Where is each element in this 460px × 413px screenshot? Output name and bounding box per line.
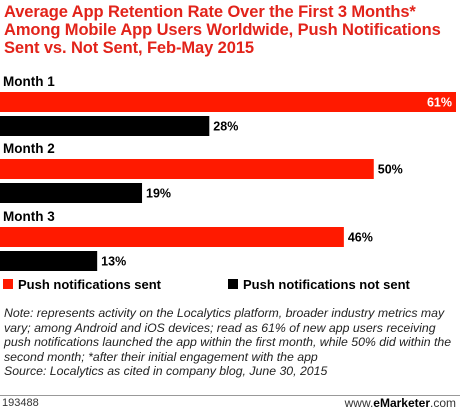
category-label: Month 1 [3,74,55,89]
bar-chart: Month 1 61% 28% Month 2 50% 19% Month 3 46% 13% P… [0,74,456,292]
chart-id: 193488 [2,397,39,409]
chart-title: Average App Retention Rate Over the Firs… [4,3,441,57]
legend-label: Push notifications sent [18,277,162,292]
bar-sent [0,92,456,112]
data-label: 50% [378,163,403,177]
legend-swatch [3,279,13,289]
data-label: 61% [427,96,452,110]
category-label: Month 3 [3,209,55,224]
data-label: 13% [101,255,126,269]
data-label: 46% [348,231,373,245]
brand-suffix: .com [429,396,456,410]
brand-footer: www.eMarketer.com [345,396,456,410]
bar-not-sent [0,183,143,203]
data-label: 28% [213,120,238,134]
chart-note: Note: represents activity on the Localyt… [4,306,456,379]
data-label: 19% [146,187,171,201]
footer-divider [0,395,460,396]
brand-prefix: www. [344,396,374,410]
bar-not-sent [0,251,98,271]
note-text: Note: represents activity on the Localyt… [4,306,452,364]
bar-sent [0,227,344,247]
source-text: Source: Localytics as cited in company b… [4,364,328,379]
category-label: Month 2 [3,141,55,156]
legend-swatch [228,279,238,289]
bar-sent [0,159,374,179]
bar-not-sent [0,116,210,136]
legend-label: Push notifications not sent [243,277,411,292]
brand-name: eMarketer [373,396,430,410]
